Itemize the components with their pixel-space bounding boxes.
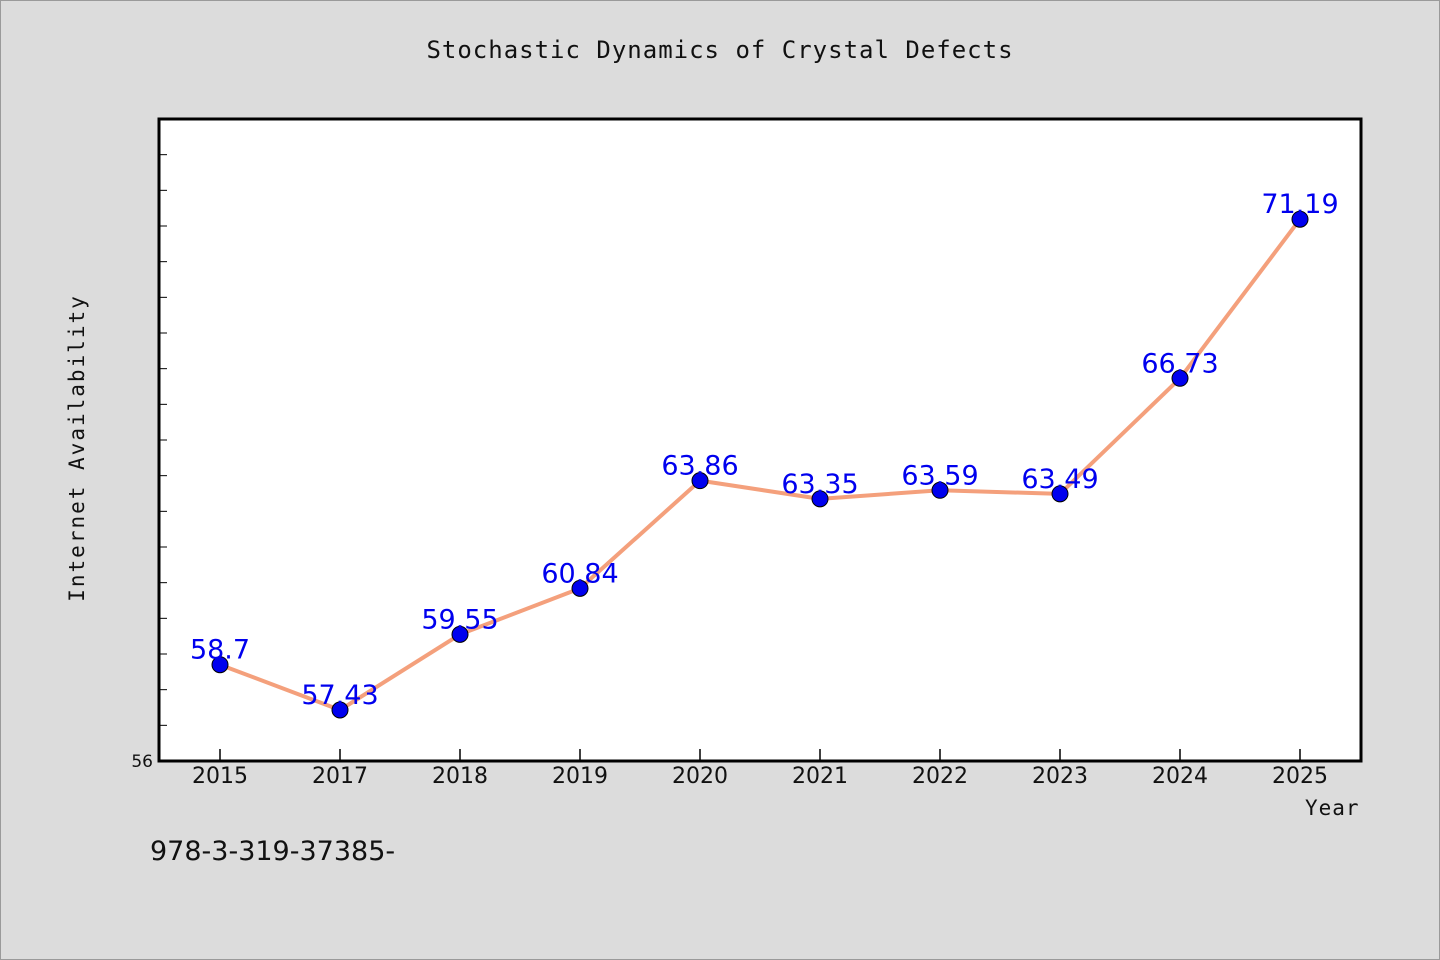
x-tick-label: 2021 [792, 764, 848, 789]
x-axis-title: Year [1305, 796, 1360, 820]
data-label: 59.55 [421, 604, 498, 635]
data-marker [451, 625, 469, 643]
y-tick-label: 56 [131, 752, 153, 772]
data-label: 58.7 [190, 635, 250, 666]
data-label: 57.43 [301, 680, 378, 711]
data-label: 60.84 [541, 558, 618, 589]
x-tick-label: 2019 [552, 764, 608, 789]
data-marker [1051, 485, 1069, 503]
data-label: 63.49 [1021, 464, 1098, 495]
data-marker [1291, 210, 1309, 228]
x-tick-label: 2015 [192, 764, 248, 789]
x-tick-label: 2017 [312, 764, 368, 789]
data-marker [931, 481, 949, 499]
data-markers [211, 210, 1309, 719]
series-line [218, 217, 1302, 712]
plot-area [157, 117, 1363, 763]
data-marker [331, 701, 349, 719]
data-label: 63.59 [901, 460, 978, 491]
x-tick-label: 2025 [1272, 764, 1328, 789]
x-tick-label: 2018 [432, 764, 488, 789]
x-tick-labels: 2015 2017 2018 2019 2020 2021 2022 2023 2024 2025 [192, 764, 1328, 789]
data-labels: 58.7 57.43 59.55 60.84 63.86 63.35 63.59 63.49 6… [190, 189, 1339, 711]
y-minor-ticks [159, 154, 167, 726]
data-label: 66.73 [1141, 348, 1218, 379]
x-tick-label: 2023 [1032, 764, 1088, 789]
x-ticks [219, 749, 1301, 761]
data-marker [691, 472, 709, 490]
data-marker [811, 490, 829, 508]
chart-title: Stochastic Dynamics of Crystal Defects [426, 36, 1014, 64]
y-tick-labels: 56 [131, 752, 153, 772]
data-marker [571, 579, 589, 597]
footnote-isbn: 978-3-319-37385- [150, 836, 396, 867]
x-tick-label: 2022 [912, 764, 968, 789]
x-tick-label: 2020 [672, 764, 728, 789]
data-label: 71.19 [1261, 189, 1338, 220]
data-label: 63.35 [781, 469, 858, 500]
x-tick-label: 2024 [1152, 764, 1208, 789]
y-axis-title: Internet Availability [65, 294, 89, 602]
data-marker [211, 656, 229, 674]
data-label: 63.86 [661, 451, 738, 482]
data-marker [1171, 369, 1189, 387]
